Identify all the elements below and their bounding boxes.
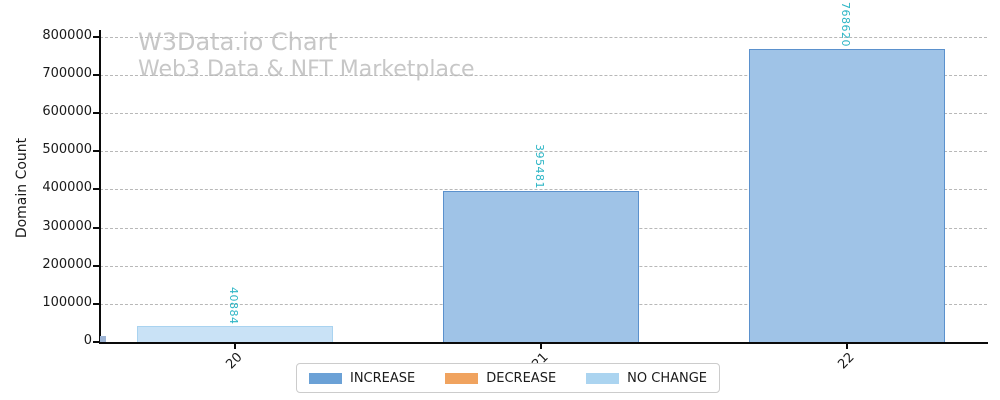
x-tick-mark	[234, 344, 236, 349]
chart-title: W3Data.io Chart	[138, 28, 337, 56]
legend-swatch	[309, 372, 342, 384]
y-tick-mark	[93, 188, 99, 191]
y-tick-mark	[93, 302, 99, 305]
x-tick-mark	[846, 344, 848, 349]
legend-item-decrease: DECREASE	[445, 371, 556, 386]
y-tick-label: 700000	[42, 66, 92, 81]
y-gridline	[100, 36, 987, 38]
y-tick-label: 300000	[42, 218, 92, 234]
legend-item-increase: INCREASE	[309, 371, 415, 386]
y-axis-line	[99, 30, 101, 344]
y-gridline	[100, 189, 987, 191]
y-tick-label: 100000	[42, 294, 92, 310]
y-tick-label: 0	[83, 333, 92, 348]
y-gridline	[100, 151, 987, 153]
y-gridline	[100, 113, 987, 115]
y-tick-mark	[93, 74, 99, 76]
bar-22	[749, 48, 945, 342]
y-tick-label: 200000	[42, 256, 92, 272]
bar-20	[137, 326, 333, 342]
y-tick-mark	[93, 150, 99, 153]
legend-label: DECREASE	[486, 370, 557, 386]
legend-item-no-change: NO CHANGE	[586, 371, 707, 386]
y-tick-label: 400000	[42, 180, 92, 196]
y-tick-mark	[93, 264, 99, 267]
x-axis-line	[99, 342, 988, 344]
x-tick-mark	[540, 344, 542, 349]
y-tick-mark	[93, 112, 99, 115]
y-tick-label: 600000	[42, 104, 92, 120]
legend-label: INCREASE	[350, 370, 416, 386]
bar-21	[443, 191, 639, 342]
y-gridline	[100, 75, 987, 76]
bar-value-label: 395481	[533, 144, 546, 190]
y-tick-mark	[93, 226, 99, 229]
bar-value-label: 40884	[227, 286, 240, 325]
legend-label: NO CHANGE	[627, 370, 708, 386]
x-tick-label: 22	[835, 350, 858, 373]
y-tick-label: 800000	[42, 27, 92, 43]
chart-subtitle: Web3 Data & NFT Marketplace	[138, 57, 475, 82]
x-tick-label: 20	[223, 350, 246, 373]
y-tick-mark	[93, 35, 99, 38]
legend-swatch	[586, 372, 620, 384]
legend: INCREASE DECREASE NO CHANGE	[296, 363, 721, 393]
y-tick-mark	[93, 341, 99, 343]
bar-value-label: 768620	[839, 1, 852, 47]
legend-swatch	[445, 372, 479, 384]
clipped-bar-stub	[100, 336, 106, 342]
y-tick-label: 500000	[42, 142, 92, 158]
